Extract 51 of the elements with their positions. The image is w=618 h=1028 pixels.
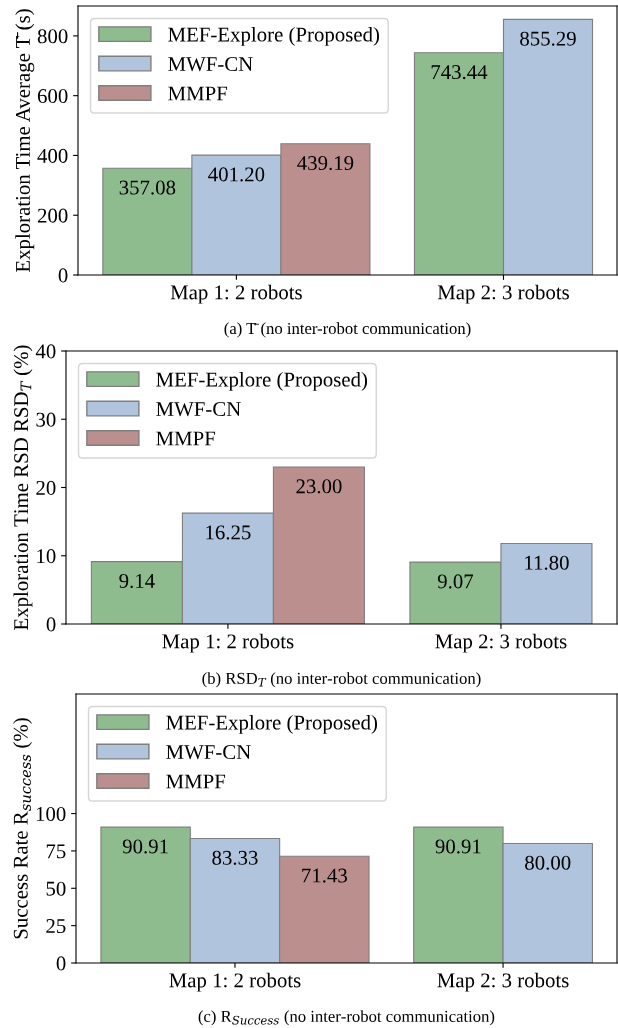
text: (b) RSD$_{T}$ (no inter-robot communication)	[202, 672, 481, 688]
data-label: 9.07	[437, 574, 474, 589]
data-label: 357.08	[119, 180, 176, 195]
data-label: 23.00	[296, 479, 342, 494]
y-tick-label: 400	[37, 148, 68, 163]
y-tick-label: 50	[46, 881, 66, 896]
y-tick-label: 800	[37, 29, 68, 44]
data-label: 439.19	[297, 156, 354, 171]
data-label: 9.14	[119, 573, 155, 589]
x-tick-label: Map 2: 3 robots	[437, 284, 569, 304]
y-axis-title: Success Rate R$_{success}$ (%)	[13, 718, 32, 939]
legend-label: MEF-Explore (Proposed)	[156, 371, 368, 391]
y-tick-label: 75	[46, 844, 66, 859]
data-label: 90.91	[122, 839, 168, 854]
data-label: 743.44	[431, 65, 488, 80]
data-label: 80.00	[525, 855, 571, 870]
data-label: 90.91	[435, 839, 481, 854]
data-label: 83.33	[212, 850, 258, 865]
x-tick-label: Map 1: 2 robots	[162, 633, 294, 653]
data-label: 11.80	[525, 555, 569, 570]
legend-label: MMPF	[168, 86, 228, 101]
x-tick-label: Map 2: 3 robots	[437, 972, 569, 992]
y-axis-title: Exploration Time Average T̄ (s)	[15, 9, 35, 273]
legend-label: MMPF	[156, 431, 216, 446]
legend-label: MEF-Explore (Proposed)	[168, 26, 380, 46]
y-tick-label: 100	[36, 806, 66, 821]
data-label: 71.43	[302, 868, 347, 883]
legend-label: MWF-CN	[156, 402, 241, 417]
x-tick-label: Map 1: 2 robots	[169, 972, 301, 992]
y-tick-label: 200	[37, 208, 68, 223]
y-tick-label: 600	[37, 89, 68, 104]
y-tick-label: 0	[46, 617, 56, 632]
y-tick-label: 25	[46, 919, 66, 934]
legend-label: MMPF	[166, 774, 226, 789]
legend-label: MWF-CN	[166, 745, 251, 760]
data-label: 16.25	[206, 525, 251, 540]
legend-label: MEF-Explore (Proposed)	[166, 714, 378, 734]
legend-label: MWF-CN	[168, 57, 253, 72]
x-tick-label: Map 2: 3 robots	[435, 633, 567, 653]
y-tick-label: 30	[36, 412, 56, 427]
y-tick-label: 0	[56, 956, 66, 971]
y-tick-label: 40	[35, 344, 56, 359]
y-axis-title: Exploration Time RSD RSD$_{T}$ (%)	[13, 345, 33, 630]
x-tick-label: Map 1: 2 robots	[170, 284, 302, 304]
y-tick-label: 20	[36, 480, 56, 495]
text: (a) T̄ (no inter-robot communication)	[224, 322, 471, 338]
data-label: 401.20	[208, 167, 265, 182]
y-tick-label: 10	[37, 549, 56, 564]
text: (c) R$_{Success}$ (no inter-robot communication)	[198, 1010, 495, 1026]
y-tick-label: 0	[58, 268, 68, 283]
data-label: 855.29	[520, 31, 576, 46]
